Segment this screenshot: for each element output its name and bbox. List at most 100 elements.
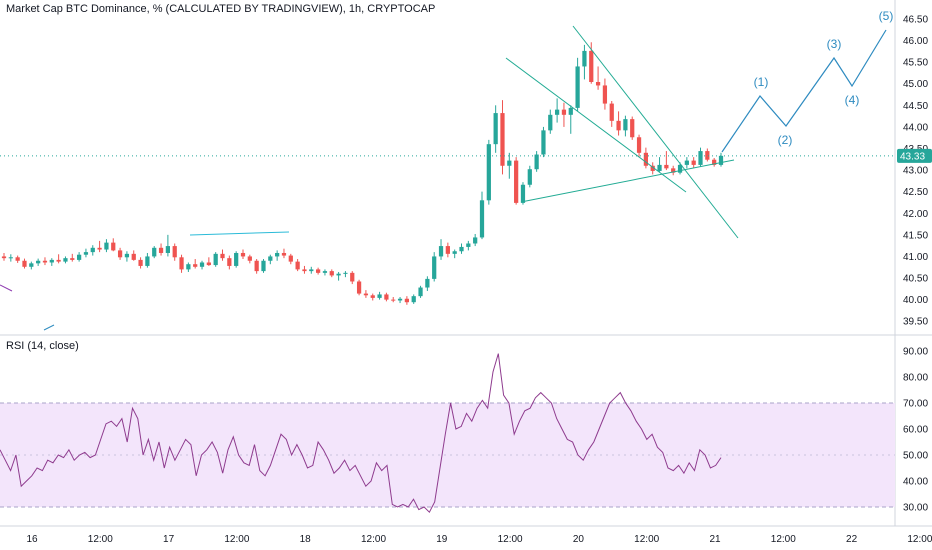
price-tick-label: 44.00 xyxy=(903,122,928,133)
rsi-tick-label: 30.00 xyxy=(903,503,928,514)
chart-title: Market Cap BTC Dominance, % (CALCULATED … xyxy=(6,3,435,15)
candle-body xyxy=(418,287,423,297)
wave-label: (1) xyxy=(754,75,769,89)
candle-body xyxy=(295,261,300,270)
candle-body xyxy=(582,50,587,67)
wave-label: (5) xyxy=(879,9,894,23)
candle-body xyxy=(302,269,307,272)
candle-body xyxy=(281,252,287,256)
rsi-series xyxy=(0,353,722,514)
candle-body xyxy=(315,269,321,273)
candle-body xyxy=(275,252,280,257)
candle-body xyxy=(343,272,348,274)
price-tick-label: 40.00 xyxy=(903,295,928,306)
candle-body xyxy=(384,294,389,300)
candle-body xyxy=(486,144,491,201)
candle-body xyxy=(363,293,369,296)
candle-body xyxy=(138,259,143,266)
candle-body xyxy=(29,263,34,267)
price-tick-label: 46.00 xyxy=(903,36,928,47)
candle-body xyxy=(623,119,628,131)
candle-body xyxy=(438,246,444,257)
candle-body xyxy=(261,260,266,272)
candle-body xyxy=(76,254,82,260)
candle-body xyxy=(691,160,696,165)
candle-body xyxy=(514,160,519,203)
price-tick-label: 43.00 xyxy=(903,166,928,177)
candle-body xyxy=(370,295,375,298)
candle-body xyxy=(199,262,205,267)
candle-body xyxy=(152,247,157,257)
left-edge-drawing-2 xyxy=(43,324,55,331)
candle-body xyxy=(473,237,478,244)
candle-body xyxy=(684,160,689,165)
candle-body xyxy=(479,200,485,238)
candle-body xyxy=(671,168,676,173)
candle-body xyxy=(425,278,430,288)
time-tick-label: 12:00 xyxy=(361,534,386,545)
candle-body xyxy=(561,109,567,115)
candle-body xyxy=(111,242,116,251)
candle-body xyxy=(493,113,498,145)
left-edge-drawing xyxy=(0,284,13,292)
candle-body xyxy=(404,298,410,303)
time-tick-label: 12:00 xyxy=(88,534,113,545)
time-tick-label: 21 xyxy=(709,534,721,545)
candle-body xyxy=(377,294,382,298)
candle-body xyxy=(131,253,136,260)
pennant-lower-line xyxy=(520,159,735,203)
falling-trendline xyxy=(572,25,739,239)
candle-body xyxy=(650,165,655,171)
candle-body xyxy=(90,247,95,253)
time-tick-label: 12:00 xyxy=(907,534,932,545)
candle-body xyxy=(630,119,635,138)
last-price-label: 43.33 xyxy=(900,151,925,162)
price-tick-label: 45.50 xyxy=(903,58,928,69)
candle-body xyxy=(677,164,683,173)
candle-body xyxy=(70,258,75,260)
rsi-tick-label: 90.00 xyxy=(903,347,928,358)
candle-body xyxy=(554,109,560,115)
candle-body xyxy=(350,272,355,282)
candle-body xyxy=(534,154,539,170)
candle-body xyxy=(698,151,703,165)
candle-body xyxy=(595,81,601,86)
last-price-tag xyxy=(897,148,932,163)
candle-body xyxy=(452,251,457,254)
candle-body xyxy=(336,273,341,276)
candle-body xyxy=(240,252,246,257)
candle-body xyxy=(527,169,532,185)
candle-body xyxy=(83,252,89,255)
candle-body xyxy=(397,298,403,301)
candle-body xyxy=(548,114,553,131)
wave-label: (3) xyxy=(827,37,842,51)
candle-body xyxy=(329,271,334,276)
candle-body xyxy=(541,130,546,155)
candle-body xyxy=(254,260,259,272)
candle-body xyxy=(56,259,61,262)
candle-body xyxy=(602,85,608,104)
axes: 39.50 40.00 40.50 41.00 41.50 42.00 42.50 43.00… xyxy=(26,14,932,545)
rsi-line xyxy=(0,353,722,514)
rsi-tick-label: 40.00 xyxy=(903,477,928,488)
candle-body xyxy=(520,184,526,203)
time-tick-label: 18 xyxy=(300,534,312,545)
candle-body xyxy=(145,256,150,266)
candle-body xyxy=(1,256,7,259)
candle-body xyxy=(589,50,594,82)
candle-body xyxy=(288,255,293,262)
candle-body xyxy=(664,164,669,169)
candle-body xyxy=(165,246,171,253)
candle-body xyxy=(117,250,123,258)
candle-body xyxy=(104,242,109,250)
candle-body xyxy=(234,252,239,266)
candle-body xyxy=(718,155,724,165)
rsi-tick-label: 70.00 xyxy=(903,399,928,410)
candle-body xyxy=(268,256,273,261)
candle-body xyxy=(322,271,328,273)
candle-body xyxy=(22,260,27,267)
candle-body xyxy=(657,164,662,171)
candle-body xyxy=(63,258,68,262)
price-tick-label: 41.50 xyxy=(903,230,928,241)
